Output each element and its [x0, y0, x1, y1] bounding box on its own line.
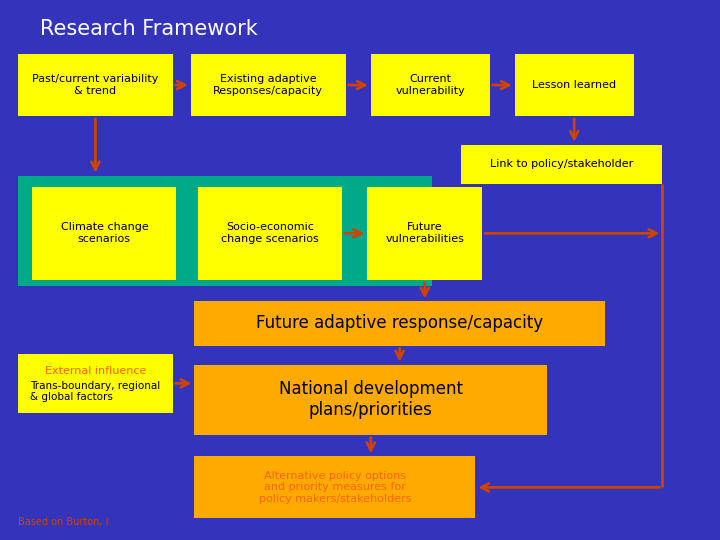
Text: Climate change
scenarios: Climate change scenarios	[60, 222, 148, 244]
FancyBboxPatch shape	[18, 176, 432, 286]
FancyBboxPatch shape	[18, 354, 173, 413]
Text: Socio-economic
change scenarios: Socio-economic change scenarios	[221, 222, 319, 244]
Text: Based on Burton, I: Based on Burton, I	[18, 516, 109, 526]
Text: Existing adaptive
Responses/capacity: Existing adaptive Responses/capacity	[213, 74, 323, 96]
FancyBboxPatch shape	[194, 301, 605, 346]
FancyBboxPatch shape	[194, 456, 475, 518]
Text: Future
vulnerabilities: Future vulnerabilities	[385, 222, 464, 244]
FancyBboxPatch shape	[18, 54, 173, 116]
Text: Trans-boundary, regional
& global factors: Trans-boundary, regional & global factor…	[30, 381, 161, 402]
FancyBboxPatch shape	[198, 187, 342, 280]
FancyBboxPatch shape	[367, 187, 482, 280]
Text: Future adaptive response/capacity: Future adaptive response/capacity	[256, 314, 543, 333]
FancyBboxPatch shape	[461, 145, 662, 184]
Text: National development
plans/priorities: National development plans/priorities	[279, 380, 463, 419]
FancyBboxPatch shape	[371, 54, 490, 116]
Text: Lesson learned: Lesson learned	[532, 80, 616, 90]
Text: External influence: External influence	[45, 366, 146, 376]
FancyBboxPatch shape	[191, 54, 346, 116]
FancyBboxPatch shape	[32, 187, 176, 280]
FancyBboxPatch shape	[194, 364, 547, 435]
FancyBboxPatch shape	[515, 54, 634, 116]
Text: Alternative policy options
and priority measures for
policy makers/stakeholders: Alternative policy options and priority …	[258, 471, 411, 504]
Text: Research Framework: Research Framework	[40, 19, 257, 39]
Text: Link to policy/stakeholder: Link to policy/stakeholder	[490, 159, 633, 169]
Text: Current
vulnerability: Current vulnerability	[395, 74, 465, 96]
Text: Past/current variability
& trend: Past/current variability & trend	[32, 74, 158, 96]
